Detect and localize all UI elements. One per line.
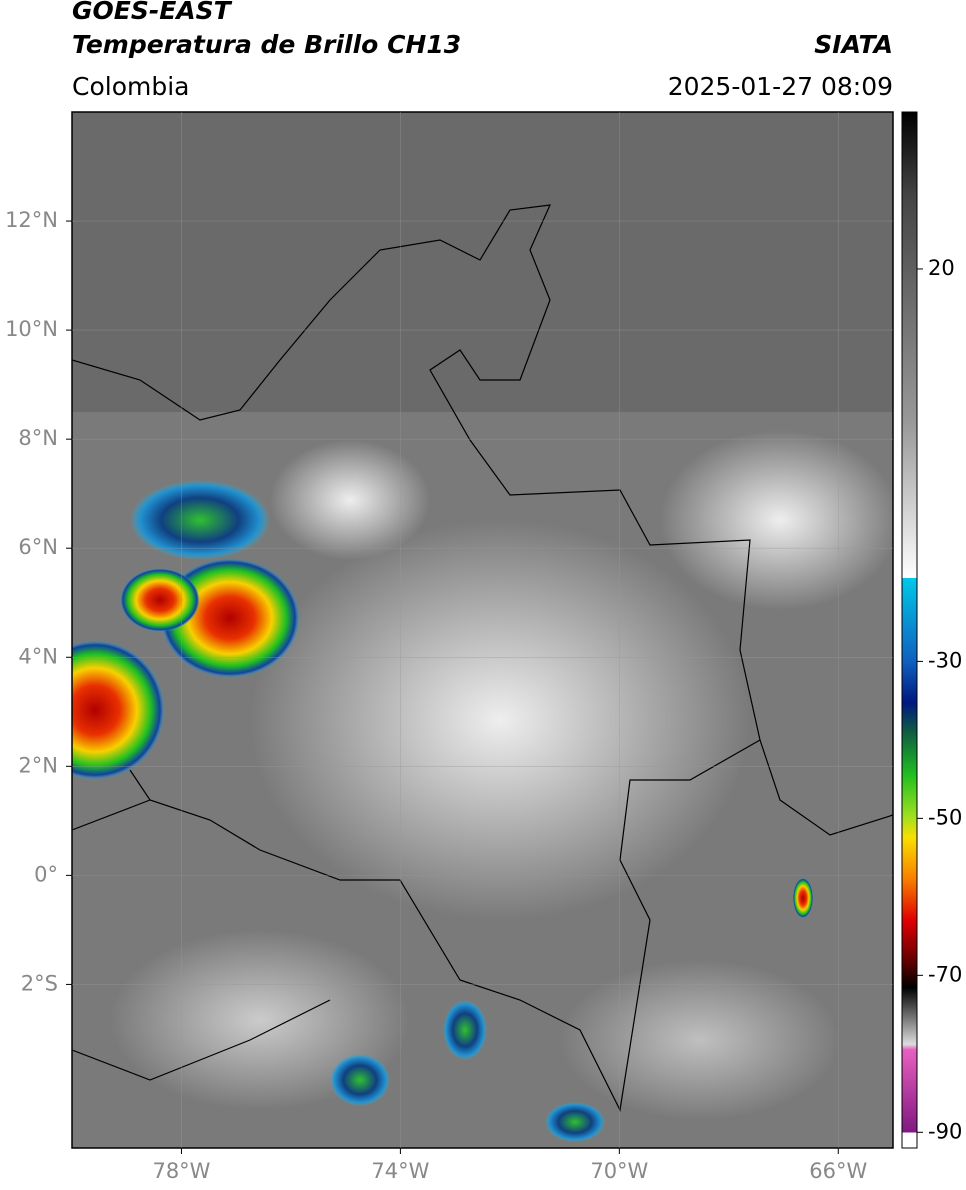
datetime: 2025-01-27 08:09	[667, 72, 893, 101]
title: Temperatura de Brillo CH13	[72, 30, 462, 59]
title: GOES-EAST	[72, 0, 231, 25]
satellite-image	[72, 112, 893, 1148]
y-tick-label: 2°S	[21, 971, 58, 995]
x-tick-label: 66°W	[809, 1159, 867, 1183]
colorbar	[901, 111, 918, 1149]
colorbar-tick-label: -50	[928, 805, 962, 829]
y-tick-label: 6°N	[18, 535, 58, 559]
region: Colombia	[72, 72, 190, 101]
colorbar-tick-label: -90	[928, 1119, 962, 1143]
y-tick-label: 2°N	[18, 753, 58, 777]
map-frame	[71, 111, 894, 1149]
x-tick-label: 70°W	[590, 1159, 648, 1183]
y-tick-label: 8°N	[18, 426, 58, 450]
x-tick-label: 78°W	[152, 1159, 210, 1183]
colorbar-tick-label: 20	[928, 256, 955, 280]
y-tick-label: 0°	[34, 862, 58, 886]
colorbar-tick-label: -70	[928, 962, 962, 986]
y-tick-label: 12°N	[5, 208, 58, 232]
borders	[72, 204, 893, 1112]
y-tick-label: 10°N	[5, 317, 58, 341]
colorbar-tick-label: -30	[928, 648, 962, 672]
y-tick-label: 4°N	[18, 644, 58, 668]
source: SIATA	[814, 30, 893, 59]
x-tick-label: 74°W	[371, 1159, 429, 1183]
